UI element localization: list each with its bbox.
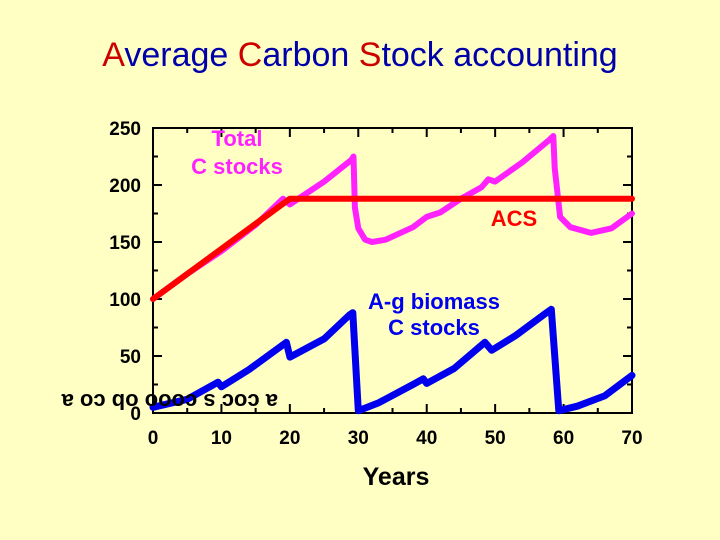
x-tick-label: 10 bbox=[211, 428, 232, 449]
x-tick-label: 70 bbox=[621, 428, 642, 449]
annotation-acs: ACS bbox=[491, 206, 537, 231]
y-axis-label-garbled: a coc s cooo ob co a bbox=[61, 389, 278, 414]
x-tick-label: 50 bbox=[485, 428, 506, 449]
x-tick-label: 60 bbox=[553, 428, 574, 449]
title-part-3: arbon bbox=[262, 36, 358, 74]
title-part-5: tock accounting bbox=[381, 36, 617, 74]
x-axis-label: Years bbox=[363, 463, 430, 491]
series-total-c-stocks bbox=[150, 133, 635, 302]
title-part-0: A bbox=[102, 36, 125, 74]
y-tick-label: 150 bbox=[109, 233, 141, 254]
title-part-4: S bbox=[359, 36, 382, 74]
chart-title: Average Carbon Stock accounting bbox=[102, 36, 617, 74]
annotation-total-c-stocks: Total C stocks bbox=[191, 126, 283, 179]
title-part-1: verage bbox=[124, 36, 237, 74]
axis-ticks: 0 10 20 30 40 50 60 70 0 50 100 150 200 250 bbox=[109, 119, 642, 449]
series-layer bbox=[149, 133, 636, 415]
annotation-total-c-stocks-line: Total bbox=[212, 126, 263, 151]
series-ag-biomass bbox=[149, 305, 636, 415]
y-tick-label: 200 bbox=[109, 176, 141, 197]
y-tick-label: 100 bbox=[109, 290, 141, 311]
series-acs bbox=[150, 195, 635, 302]
x-tick-label: 20 bbox=[279, 428, 300, 449]
annotation-total-c-stocks-line: C stocks bbox=[191, 154, 283, 179]
plot-area: 0 10 20 30 40 50 60 70 0 50 100 150 200 250 bbox=[109, 119, 642, 449]
title-part-2: C bbox=[238, 36, 263, 74]
annotation-ag-biomass-line: C stocks bbox=[388, 315, 480, 340]
annotation-ag-biomass: A-g biomass C stocks bbox=[368, 289, 500, 340]
annotation-acs-line: ACS bbox=[491, 206, 537, 231]
x-tick-label: 30 bbox=[348, 428, 369, 449]
y-tick-label: 0 bbox=[130, 404, 141, 425]
annotation-ag-biomass-line: A-g biomass bbox=[368, 289, 500, 314]
x-tick-label: 40 bbox=[416, 428, 437, 449]
y-tick-label: 250 bbox=[109, 119, 141, 140]
y-tick-label: 50 bbox=[120, 347, 141, 368]
x-tick-label: 0 bbox=[148, 428, 159, 449]
